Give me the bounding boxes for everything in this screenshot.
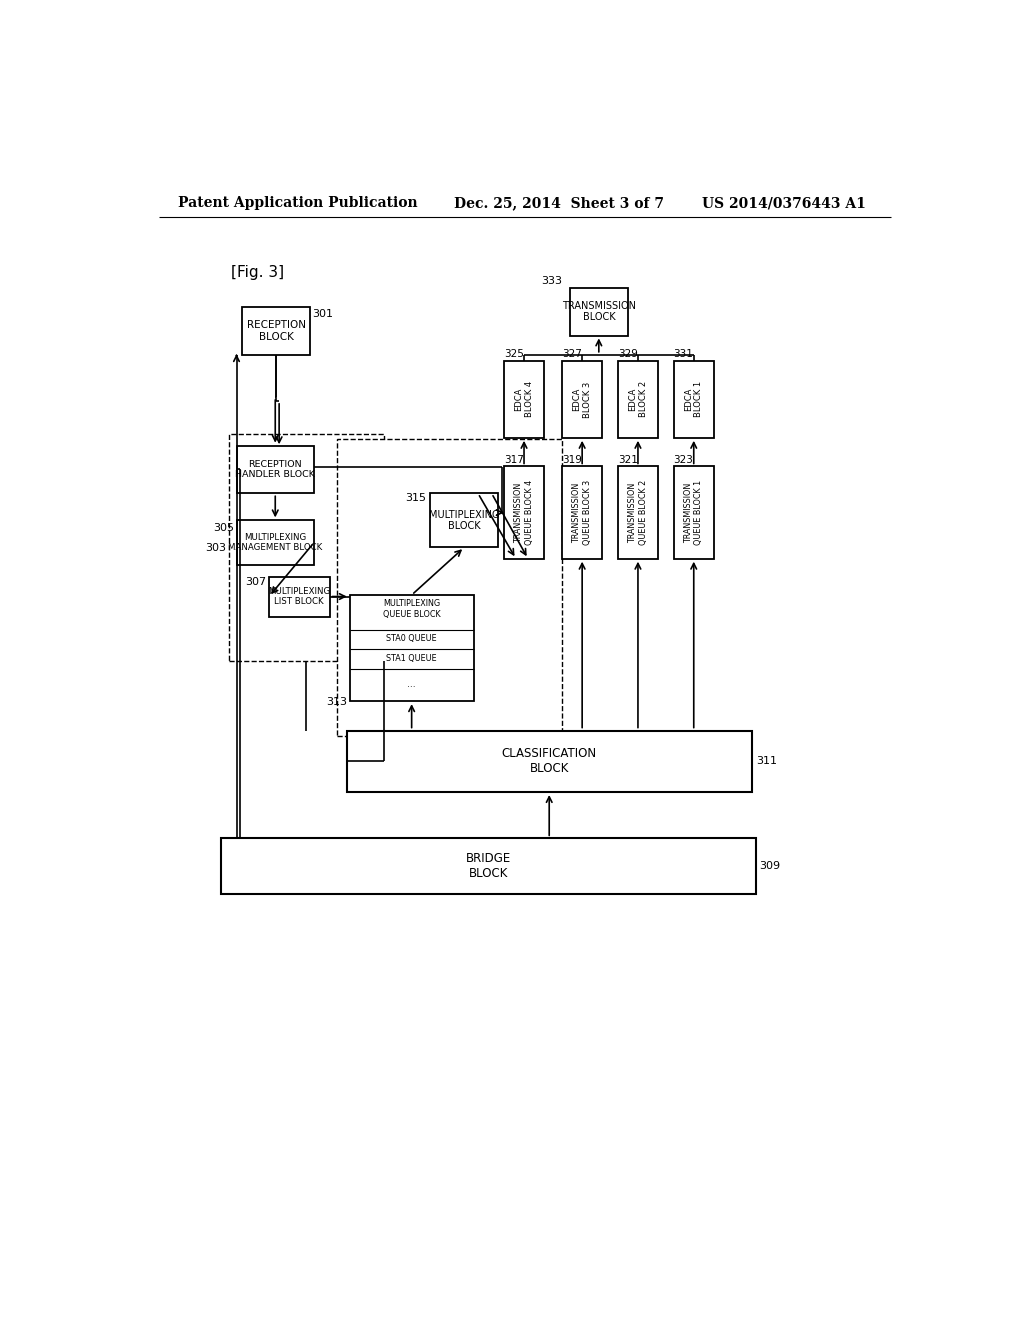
Text: 303: 303 <box>206 543 226 553</box>
Text: CLASSIFICATION
BLOCK: CLASSIFICATION BLOCK <box>502 747 597 775</box>
Text: 305: 305 <box>213 523 234 532</box>
Bar <box>562 360 602 438</box>
Text: 333: 333 <box>541 276 562 286</box>
Text: MULTIPLEXING
QUEUE BLOCK: MULTIPLEXING QUEUE BLOCK <box>383 599 440 619</box>
Text: EDCA
BLOCK 4: EDCA BLOCK 4 <box>514 381 534 417</box>
Text: MULTIPLEXING
BLOCK: MULTIPLEXING BLOCK <box>429 510 500 531</box>
Text: RECEPTION
HANDLER BLOCK: RECEPTION HANDLER BLOCK <box>236 459 315 479</box>
Text: US 2014/0376443 A1: US 2014/0376443 A1 <box>701 197 865 210</box>
Text: [Fig. 3]: [Fig. 3] <box>231 265 285 280</box>
Bar <box>569 288 628 335</box>
Bar <box>237 520 314 565</box>
Bar <box>242 308 310 355</box>
Text: 307: 307 <box>246 577 266 586</box>
Bar <box>562 466 602 558</box>
Text: 313: 313 <box>327 697 347 708</box>
Text: TRANSMISSION
QUEUE BLOCK 2: TRANSMISSION QUEUE BLOCK 2 <box>629 480 647 545</box>
Bar <box>221 838 756 894</box>
Bar <box>617 360 658 438</box>
Text: 315: 315 <box>406 494 426 503</box>
Text: Dec. 25, 2014  Sheet 3 of 7: Dec. 25, 2014 Sheet 3 of 7 <box>454 197 664 210</box>
Text: 321: 321 <box>617 455 638 465</box>
Text: 329: 329 <box>617 350 638 359</box>
Text: EDCA
BLOCK 1: EDCA BLOCK 1 <box>684 381 703 417</box>
Text: 311: 311 <box>756 756 777 767</box>
Text: MULTIPLEXING
LIST BLOCK: MULTIPLEXING LIST BLOCK <box>268 587 331 606</box>
Text: TRANSMISSION
BLOCK: TRANSMISSION BLOCK <box>562 301 636 322</box>
Bar <box>349 595 474 701</box>
Text: MULTIPLEXING
MANAGEMENT BLOCK: MULTIPLEXING MANAGEMENT BLOCK <box>228 533 323 552</box>
Text: TRANSMISSION
QUEUE BLOCK 1: TRANSMISSION QUEUE BLOCK 1 <box>684 480 703 545</box>
Bar <box>337 440 562 737</box>
Text: 319: 319 <box>562 455 582 465</box>
Bar <box>237 446 314 494</box>
Text: RECEPTION
BLOCK: RECEPTION BLOCK <box>247 319 305 342</box>
Bar <box>346 730 752 792</box>
Text: STA1 QUEUE: STA1 QUEUE <box>386 653 437 663</box>
Text: EDCA
BLOCK 2: EDCA BLOCK 2 <box>629 381 647 417</box>
Bar <box>674 466 714 558</box>
Text: Patent Application Publication: Patent Application Publication <box>178 197 418 210</box>
Bar <box>269 577 330 616</box>
Text: 317: 317 <box>504 455 523 465</box>
Text: 309: 309 <box>760 861 780 871</box>
Text: ...: ... <box>408 680 416 689</box>
Text: 301: 301 <box>312 309 334 318</box>
Text: EDCA
BLOCK 3: EDCA BLOCK 3 <box>572 381 592 417</box>
Bar <box>504 466 544 558</box>
Bar <box>228 434 384 661</box>
Text: TRANSMISSION
QUEUE BLOCK 4: TRANSMISSION QUEUE BLOCK 4 <box>514 480 534 545</box>
Bar <box>430 494 499 548</box>
Text: TRANSMISSION
QUEUE BLOCK 3: TRANSMISSION QUEUE BLOCK 3 <box>572 480 592 545</box>
Bar <box>674 360 714 438</box>
Text: 323: 323 <box>674 455 693 465</box>
Text: 331: 331 <box>674 350 693 359</box>
Bar <box>504 360 544 438</box>
Text: 327: 327 <box>562 350 582 359</box>
Text: 325: 325 <box>504 350 523 359</box>
Text: BRIDGE
BLOCK: BRIDGE BLOCK <box>466 851 511 880</box>
Text: STA0 QUEUE: STA0 QUEUE <box>386 635 437 643</box>
Bar <box>617 466 658 558</box>
